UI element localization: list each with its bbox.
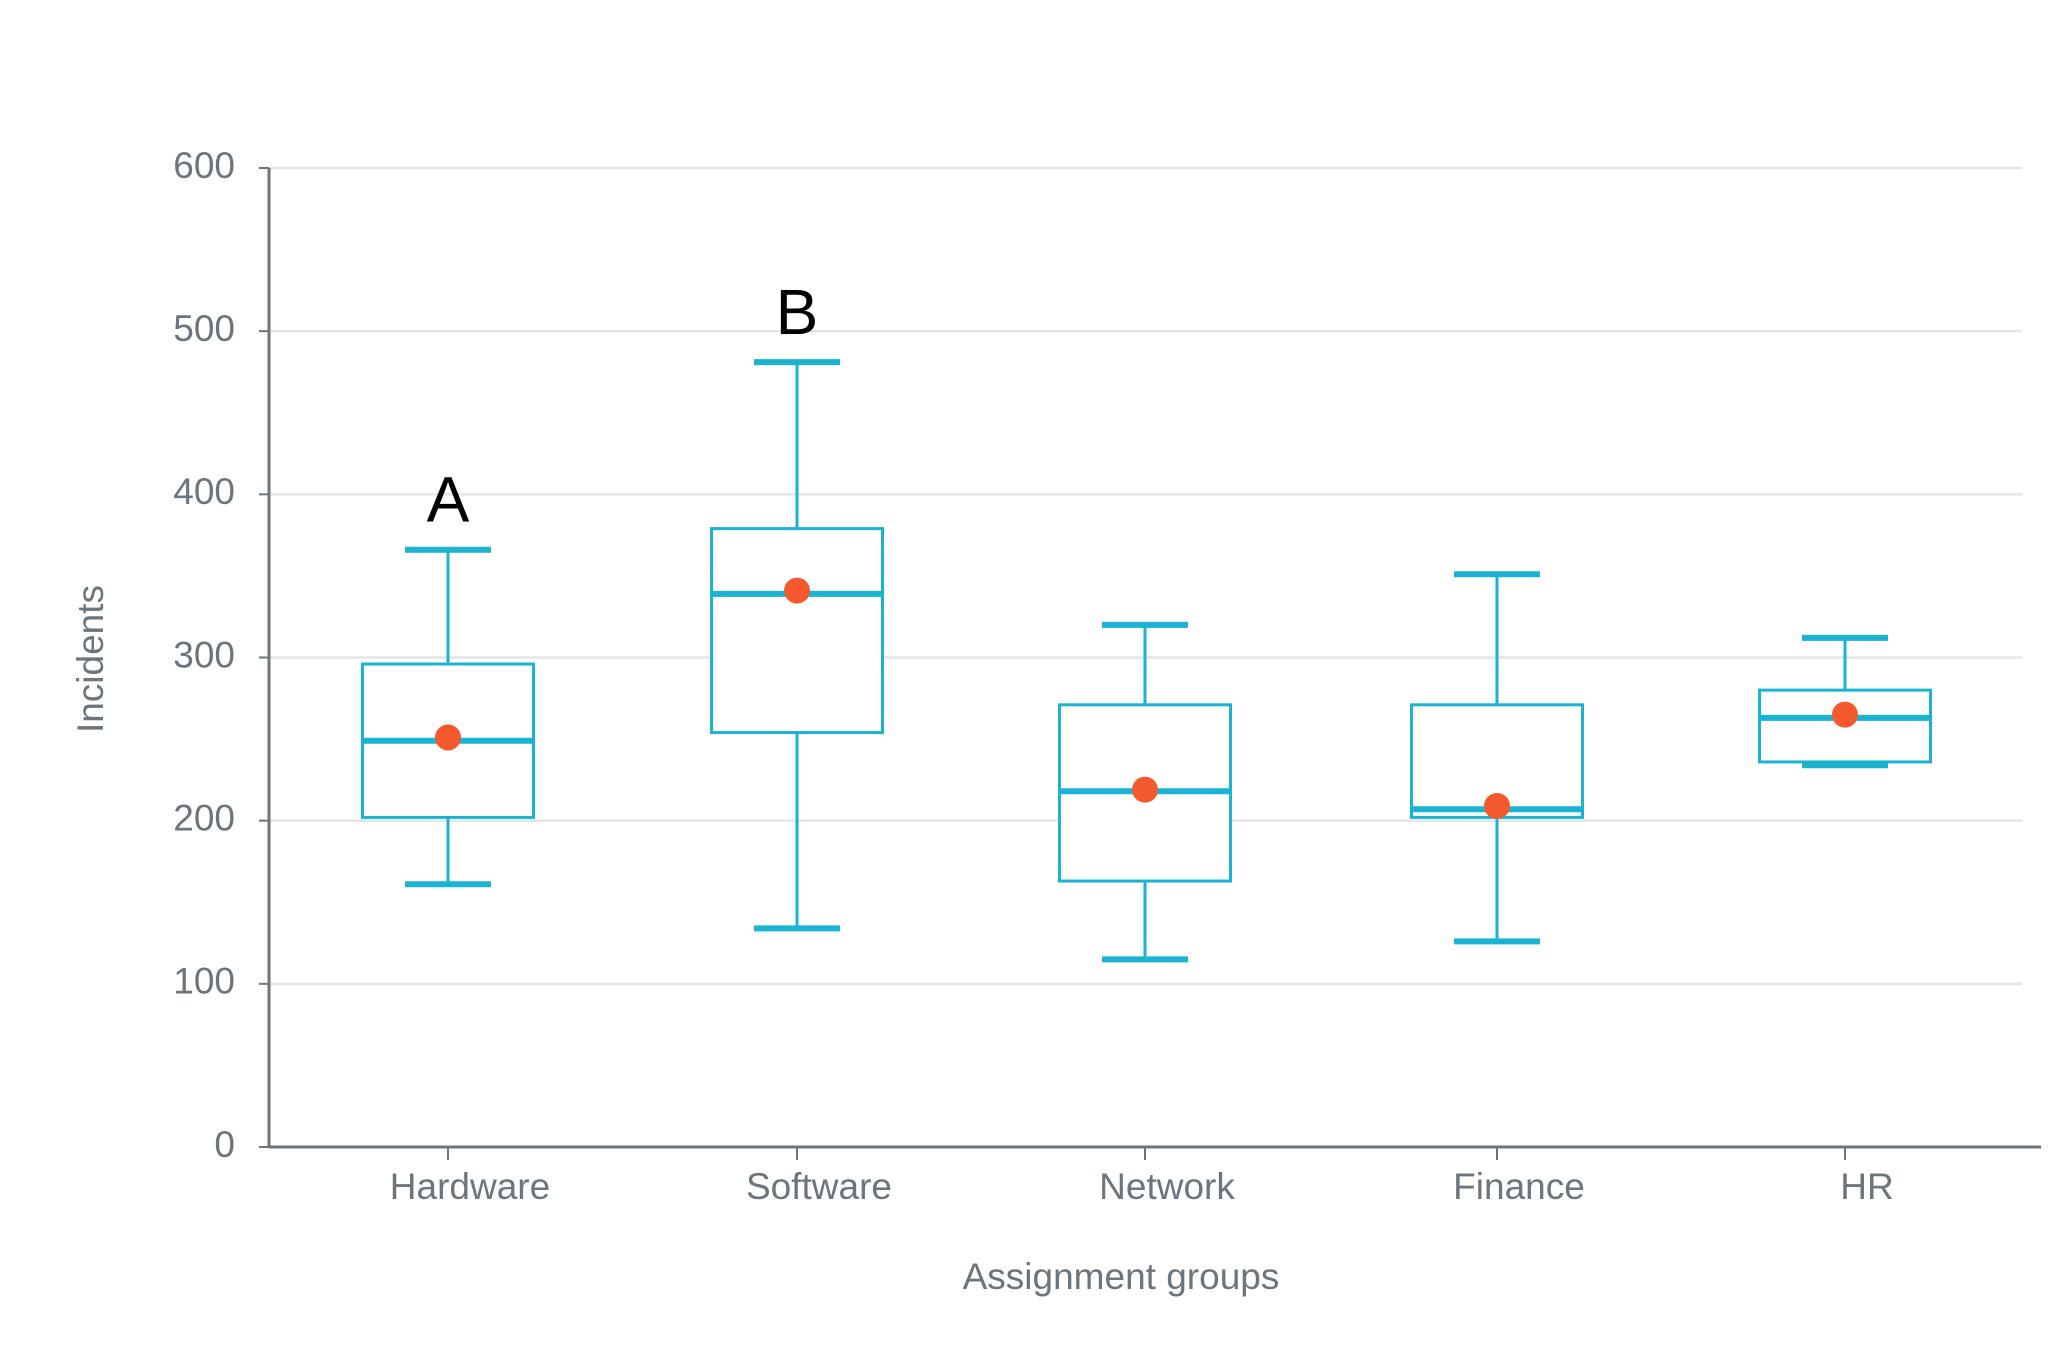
x-tick-label: HR <box>1840 1166 1893 1207</box>
x-tick-label: Hardware <box>390 1166 550 1207</box>
mean-point <box>1484 792 1510 819</box>
x-tick-label: Software <box>746 1166 892 1207</box>
y-tick-label: 600 <box>173 145 235 186</box>
x-axis-title: Assignment groups <box>963 1256 1280 1297</box>
y-tick-label: 200 <box>173 797 235 838</box>
box <box>710 527 884 735</box>
mean-point <box>1832 701 1858 728</box>
y-axis-title: Incidents <box>70 585 111 733</box>
mean-point <box>784 577 810 604</box>
annotation: A <box>427 464 470 536</box>
y-tick-label: 100 <box>173 961 235 1002</box>
x-tick-label: Network <box>1099 1166 1235 1207</box>
x-tick-label: Finance <box>1453 1166 1585 1207</box>
y-tick-label: 0 <box>214 1124 235 1165</box>
annotation: B <box>776 276 819 348</box>
mean-point <box>1132 776 1158 803</box>
y-tick-label: 500 <box>173 308 235 349</box>
y-tick-label: 400 <box>173 471 235 512</box>
y-tick-label: 300 <box>173 634 235 675</box>
mean-point <box>435 724 461 751</box>
